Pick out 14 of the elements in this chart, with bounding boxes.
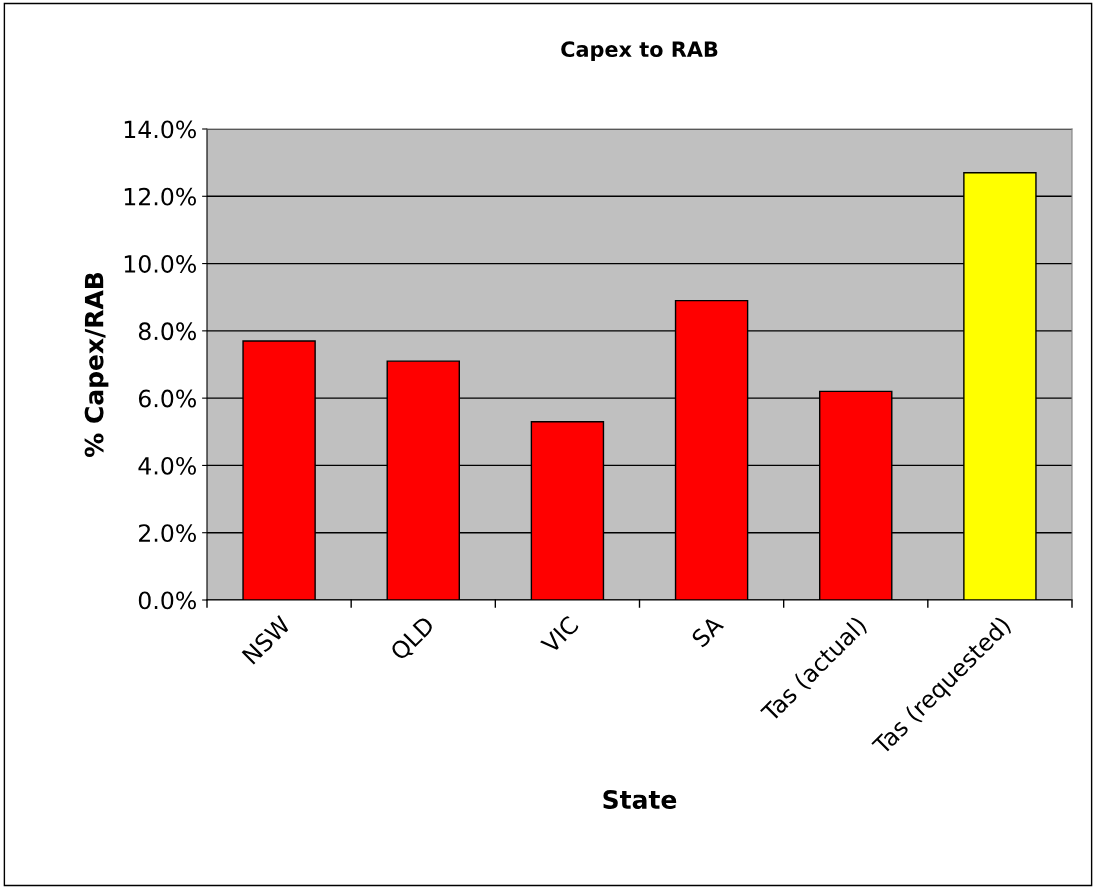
y-tick-label: 8.0%	[138, 322, 196, 341]
y-tick-label: 12.0%	[124, 187, 196, 206]
y-tick-label: 6.0%	[138, 389, 196, 408]
y-tick-label: 14.0%	[124, 120, 196, 139]
y-axis-title: % Capex/RAB	[84, 272, 109, 458]
y-tick-label: 4.0%	[138, 456, 196, 475]
x-tick-label: SA	[690, 614, 725, 649]
y-tick-label: 2.0%	[139, 524, 196, 543]
x-tick-label: QLD	[389, 615, 438, 664]
chart-title: Capex to RAB	[561, 41, 718, 62]
y-tick-label: 0.0%	[138, 591, 196, 610]
x-axis-title: State	[603, 790, 677, 809]
x-tick-label: VIC	[539, 615, 580, 655]
y-tick-label: 10.0%	[124, 255, 196, 273]
